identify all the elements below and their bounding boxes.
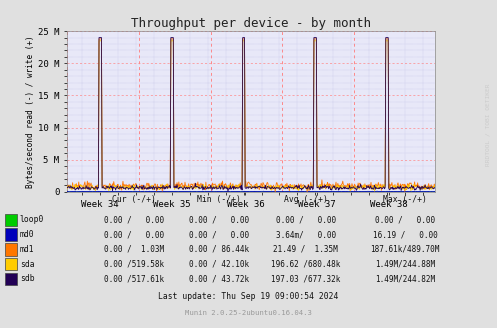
Text: Min (-/+): Min (-/+) xyxy=(197,195,241,204)
Text: md1: md1 xyxy=(20,245,34,254)
Text: 0.00 /517.61k: 0.00 /517.61k xyxy=(104,274,164,283)
Text: 0.00 /   0.00: 0.00 / 0.00 xyxy=(104,230,164,239)
Text: 0.00 /   0.00: 0.00 / 0.00 xyxy=(189,215,248,224)
Text: Avg (-/+): Avg (-/+) xyxy=(284,195,328,204)
Text: 0.00 /   0.00: 0.00 / 0.00 xyxy=(375,215,435,224)
Text: 1.49M/244.82M: 1.49M/244.82M xyxy=(375,274,435,283)
Text: sda: sda xyxy=(20,259,34,269)
Text: Max (-/+): Max (-/+) xyxy=(383,195,427,204)
Text: 0.00 /519.58k: 0.00 /519.58k xyxy=(104,259,164,269)
Text: 0.00 /  1.03M: 0.00 / 1.03M xyxy=(104,245,164,254)
Text: 196.62 /680.48k: 196.62 /680.48k xyxy=(271,259,340,269)
Text: md0: md0 xyxy=(20,230,34,239)
Text: Cur (-/+): Cur (-/+) xyxy=(112,195,156,204)
Text: 1.49M/244.88M: 1.49M/244.88M xyxy=(375,259,435,269)
Text: loop0: loop0 xyxy=(20,215,44,224)
Text: 21.49 /  1.35M: 21.49 / 1.35M xyxy=(273,245,338,254)
Text: 0.00 /   0.00: 0.00 / 0.00 xyxy=(189,230,248,239)
Text: 16.19 /   0.00: 16.19 / 0.00 xyxy=(373,230,437,239)
Text: 187.61k/489.70M: 187.61k/489.70M xyxy=(370,245,440,254)
Text: 197.03 /677.32k: 197.03 /677.32k xyxy=(271,274,340,283)
Text: 0.00 /   0.00: 0.00 / 0.00 xyxy=(276,215,335,224)
Text: Munin 2.0.25-2ubuntu0.16.04.3: Munin 2.0.25-2ubuntu0.16.04.3 xyxy=(185,310,312,316)
Text: 0.00 /   0.00: 0.00 / 0.00 xyxy=(104,215,164,224)
Title: Throughput per device - by month: Throughput per device - by month xyxy=(131,17,371,30)
Text: 0.00 / 43.72k: 0.00 / 43.72k xyxy=(189,274,248,283)
Text: sdb: sdb xyxy=(20,274,34,283)
Text: 0.00 / 86.44k: 0.00 / 86.44k xyxy=(189,245,248,254)
Text: 3.64m/   0.00: 3.64m/ 0.00 xyxy=(276,230,335,239)
Text: RRDTOOL / TOBI OETIKER: RRDTOOL / TOBI OETIKER xyxy=(486,83,491,166)
Text: 0.00 / 42.10k: 0.00 / 42.10k xyxy=(189,259,248,269)
Text: Last update: Thu Sep 19 09:00:54 2024: Last update: Thu Sep 19 09:00:54 2024 xyxy=(159,292,338,301)
Y-axis label: Bytes/second read (-) / write (+): Bytes/second read (-) / write (+) xyxy=(26,35,35,188)
